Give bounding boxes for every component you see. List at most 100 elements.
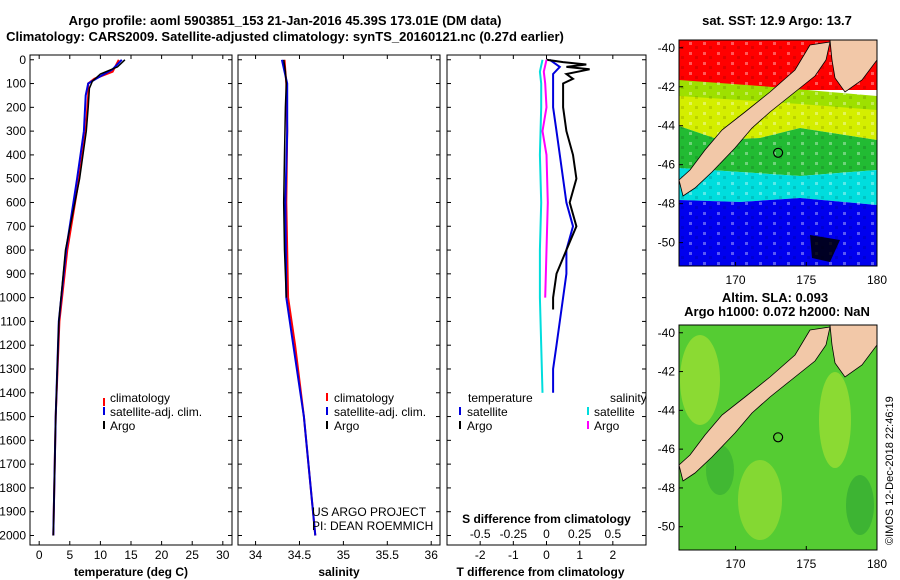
- difference-panel: -2 -1 0 1 2 T difference from climatology S di…: [446, 54, 647, 579]
- map-y-tick-label: -46: [658, 158, 676, 172]
- x-tick-label: 34.5: [288, 548, 312, 562]
- sst-map-frame: [678, 39, 878, 267]
- map-y-tick-label: -42: [658, 365, 676, 379]
- sla-blob: [738, 460, 782, 540]
- x2-tick-label: 0: [543, 527, 550, 541]
- x-tick-label: 0: [543, 548, 550, 562]
- x-tick-label: 25: [186, 548, 200, 562]
- map-y-tick-label: -48: [658, 481, 676, 495]
- sla-map-frame: [678, 324, 878, 551]
- sla-map-ticks: 170 175 180 -40 -42 -44 -46 -48 -50: [658, 326, 888, 571]
- series-line-temperature-satellite: [549, 58, 575, 393]
- series-line-satellite-adj-clim-: [280, 59, 317, 536]
- series-line-salinity-argo: [541, 59, 549, 298]
- legend-t-satellite: satellite: [467, 405, 508, 419]
- legend-salinity-header: salinity: [610, 391, 647, 405]
- y-tick-label: 900: [6, 267, 26, 281]
- series-line-salinity-satellite: [538, 59, 544, 393]
- y-tick-label: 0: [19, 53, 26, 67]
- x-tick-label: 36: [425, 548, 439, 562]
- map-y-tick-label: -40: [658, 41, 676, 55]
- map-y-tick-label: -48: [658, 197, 676, 211]
- y-tick-label: 1200: [0, 338, 26, 352]
- y-tick-label: 600: [6, 195, 26, 209]
- map-y-tick-label: -50: [658, 236, 676, 250]
- difference-legend: temperature salinity satellite Argo sate…: [459, 391, 647, 433]
- x-tick-label: -1: [508, 548, 519, 562]
- series-line-climatology: [283, 59, 317, 536]
- series-line-temperature-argo: [546, 58, 590, 310]
- map-x-tick-label: 175: [796, 557, 816, 571]
- x-tick-label: 35.5: [376, 548, 400, 562]
- sla-map-title: Altim. SLA: 0.093: [722, 290, 828, 305]
- map-y-tick-label: -50: [658, 520, 676, 534]
- x2-tick-label: 0.25: [568, 527, 592, 541]
- x2-axis-label: S difference from climatology: [462, 512, 631, 526]
- x-tick-label: 1: [576, 548, 583, 562]
- argo-location-marker: [772, 432, 784, 443]
- y-tick-label: 1100: [0, 314, 26, 328]
- x-tick-label: 0: [36, 548, 43, 562]
- x-tick-label: 30: [216, 548, 230, 562]
- legend-temperature-header: temperature: [468, 391, 533, 405]
- y-tick-label: 500: [6, 172, 26, 186]
- y-tick-label: 1400: [0, 386, 26, 400]
- temperature-legend: climatology satellite-adj. clim. Argo: [103, 391, 202, 433]
- y-tick-label: 2000: [0, 528, 26, 542]
- credit-pi: PI: DEAN ROEMMICH: [312, 519, 433, 533]
- x-tick-label: 2: [609, 548, 616, 562]
- x2-tick-label: 0.5: [604, 527, 621, 541]
- sst-map: 170 175 180 -40 -42 -44 -46 -48 -50: [658, 39, 887, 287]
- x-tick-label: 10: [94, 548, 108, 562]
- y-tick-label: 700: [6, 219, 26, 233]
- map-y-tick-label: -46: [658, 442, 676, 456]
- plot-frame: [446, 54, 647, 546]
- sla-blob: [680, 335, 720, 425]
- map-y-tick-label: -44: [658, 403, 676, 417]
- x-axis-label: salinity: [318, 565, 360, 579]
- map-x-tick-label: 180: [867, 557, 887, 571]
- y-tick-label: 200: [6, 100, 26, 114]
- map-x-tick-label: 180: [867, 273, 887, 287]
- y-tick-label: 800: [6, 243, 26, 257]
- figure-title-line2: Climatology: CARS2009. Satellite-adjuste…: [6, 29, 564, 44]
- temperature-panel: 0100200300400500600700800900100011001200…: [0, 53, 233, 579]
- plot-frame: [237, 54, 441, 546]
- credit-project: US ARGO PROJECT: [312, 505, 427, 519]
- sla-map: 170 175 180 -40 -42 -44 -46 -48 -50: [658, 324, 888, 571]
- legend-argo: Argo: [334, 419, 360, 433]
- x-tick-label: 20: [155, 548, 169, 562]
- series-line-argo: [282, 59, 288, 298]
- legend-t-argo: Argo: [467, 419, 493, 433]
- map-x-tick-label: 175: [796, 273, 816, 287]
- legend-climatology: climatology: [110, 391, 170, 405]
- sla-blob: [706, 445, 734, 495]
- argo-location-marker: [772, 147, 784, 158]
- timestamp-stamp: ©IMOS 12-Dec-2018 22:46:19: [884, 396, 896, 545]
- map-x-tick-label: 170: [726, 557, 746, 571]
- land-north-island: [829, 40, 877, 93]
- y-tick-label: 100: [6, 77, 26, 91]
- x2-tick-label: -0.25: [500, 527, 528, 541]
- legend-satellite-adj: satellite-adj. clim.: [334, 405, 426, 419]
- salinity-panel: 34 34.5 35 35.5 36 salinity: [237, 54, 441, 579]
- sla-map-subtitle: Argo h1000: 0.072 h2000: NaN: [684, 304, 870, 319]
- x-tick-label: 5: [66, 548, 73, 562]
- y-tick-label: 1500: [0, 410, 26, 424]
- land-south-island: [679, 326, 831, 482]
- series-line-satellite-adj-clim-: [52, 59, 123, 536]
- land-north-island: [829, 325, 877, 378]
- figure-title-line1: Argo profile: aoml 5903851_153 21-Jan-20…: [69, 13, 502, 28]
- y-tick-label: 1900: [0, 505, 26, 519]
- sla-blob: [819, 372, 851, 468]
- x-tick-label: 15: [124, 548, 138, 562]
- y-tick-label: 400: [6, 148, 26, 162]
- y-tick-label: 1300: [0, 362, 26, 376]
- map-y-tick-label: -40: [658, 326, 676, 340]
- y-tick-label: 1800: [0, 481, 26, 495]
- x-tick-label: -2: [475, 548, 486, 562]
- legend-satellite-adj: satellite-adj. clim.: [110, 405, 202, 419]
- salinity-legend: climatology satellite-adj. clim. Argo: [326, 391, 426, 433]
- map-y-tick-label: -44: [658, 119, 676, 133]
